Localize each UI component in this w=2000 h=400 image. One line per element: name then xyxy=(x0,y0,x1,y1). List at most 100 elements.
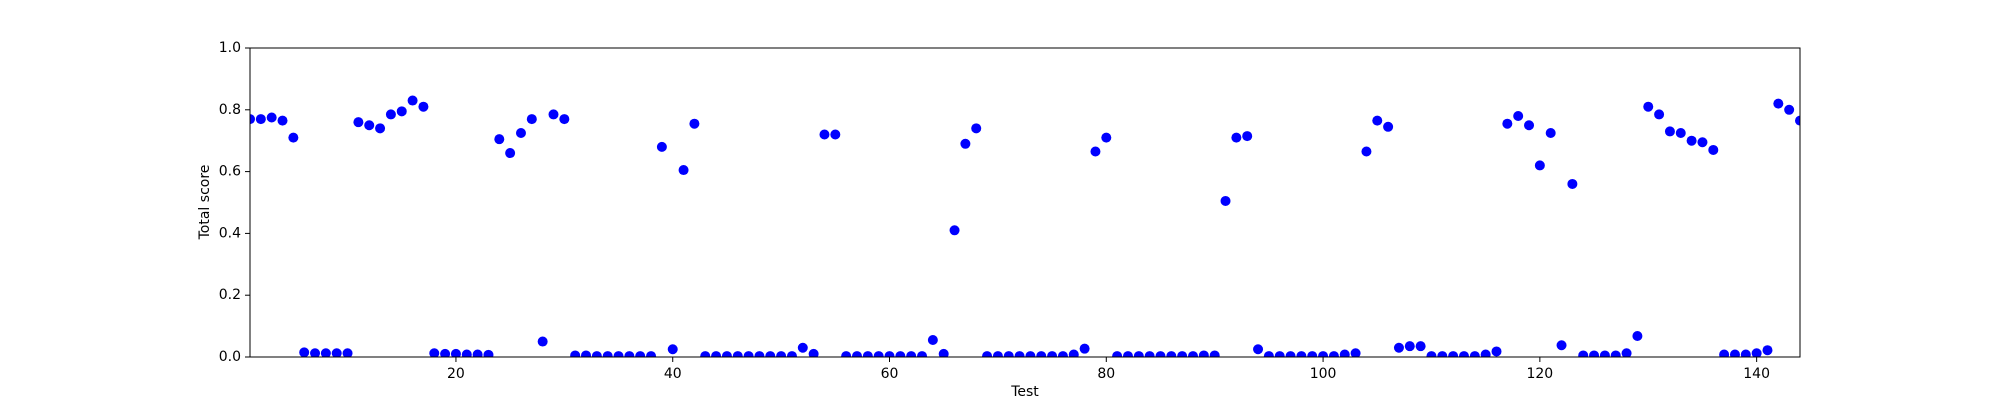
point xyxy=(1729,349,1740,357)
point xyxy=(494,134,505,145)
point xyxy=(1188,351,1199,357)
point xyxy=(797,342,808,353)
point xyxy=(613,351,624,357)
y-tick-label: 0.0 xyxy=(219,349,241,365)
point xyxy=(1274,351,1285,357)
point xyxy=(884,351,895,357)
point xyxy=(1675,127,1686,138)
point xyxy=(656,141,667,152)
point xyxy=(1654,109,1665,120)
point xyxy=(1383,121,1394,132)
point xyxy=(1610,350,1621,357)
point xyxy=(1339,349,1350,357)
point xyxy=(1220,195,1231,206)
point xyxy=(754,351,765,357)
point xyxy=(331,348,342,357)
point xyxy=(1350,348,1361,357)
point xyxy=(786,351,797,357)
point xyxy=(819,129,830,140)
point xyxy=(255,114,266,125)
point xyxy=(732,351,743,357)
point xyxy=(250,114,255,125)
point xyxy=(1795,115,1800,126)
x-tick-label: 100 xyxy=(1310,366,1337,382)
y-tick-label: 1.0 xyxy=(219,40,241,56)
point xyxy=(1090,146,1101,157)
point xyxy=(310,348,321,357)
point xyxy=(678,165,689,176)
point xyxy=(1556,340,1567,351)
point xyxy=(1589,350,1600,357)
point xyxy=(949,225,960,236)
point xyxy=(1458,351,1469,357)
point xyxy=(1469,351,1480,357)
point xyxy=(1231,132,1242,143)
point xyxy=(635,351,646,357)
point xyxy=(1686,135,1697,146)
point xyxy=(1599,350,1610,357)
x-tick-label: 80 xyxy=(1097,366,1115,382)
point xyxy=(450,348,461,357)
point xyxy=(1198,350,1209,357)
point xyxy=(1036,351,1047,357)
point xyxy=(559,114,570,125)
point xyxy=(1545,127,1556,138)
point xyxy=(526,114,537,125)
y-tick-label: 0.8 xyxy=(219,102,241,118)
point xyxy=(548,109,559,120)
point xyxy=(1003,351,1014,357)
point xyxy=(1068,349,1079,357)
point xyxy=(862,351,873,357)
plot-area xyxy=(250,95,1800,357)
point xyxy=(299,347,310,357)
point xyxy=(1372,115,1383,126)
point xyxy=(765,351,776,357)
point xyxy=(1393,342,1404,353)
point xyxy=(1285,351,1296,357)
point xyxy=(353,117,364,128)
point xyxy=(1263,351,1274,357)
point xyxy=(505,148,516,159)
point xyxy=(1328,351,1339,357)
point xyxy=(1664,126,1675,137)
point xyxy=(743,351,754,357)
point xyxy=(960,138,971,149)
axes-frame xyxy=(249,47,1801,358)
point xyxy=(917,351,928,357)
point xyxy=(537,336,548,347)
point xyxy=(667,344,678,355)
point xyxy=(646,351,657,357)
point xyxy=(1784,104,1795,115)
point xyxy=(1047,351,1058,357)
point xyxy=(1567,178,1578,189)
point xyxy=(624,351,635,357)
x-tick-label: 60 xyxy=(881,366,899,382)
point xyxy=(1112,351,1123,357)
point xyxy=(407,95,418,106)
point xyxy=(1166,351,1177,357)
point xyxy=(602,351,613,357)
point xyxy=(1253,344,1264,355)
point xyxy=(1632,330,1643,341)
point xyxy=(1643,101,1654,112)
point xyxy=(1751,348,1762,357)
point xyxy=(266,112,277,123)
point xyxy=(841,351,852,357)
y-tick-label: 0.6 xyxy=(219,164,241,180)
point xyxy=(591,351,602,357)
point xyxy=(982,351,993,357)
point xyxy=(1177,351,1188,357)
point xyxy=(1415,341,1426,352)
x-axis-label: Test xyxy=(1010,384,1039,400)
point xyxy=(1133,351,1144,357)
point xyxy=(277,115,288,126)
point xyxy=(1307,351,1318,357)
point xyxy=(689,118,700,129)
point xyxy=(1014,351,1025,357)
point xyxy=(938,348,949,357)
point xyxy=(851,351,862,357)
point xyxy=(1155,351,1166,357)
point xyxy=(721,351,732,357)
y-tick-label: 0.4 xyxy=(219,225,241,241)
point xyxy=(570,350,581,357)
